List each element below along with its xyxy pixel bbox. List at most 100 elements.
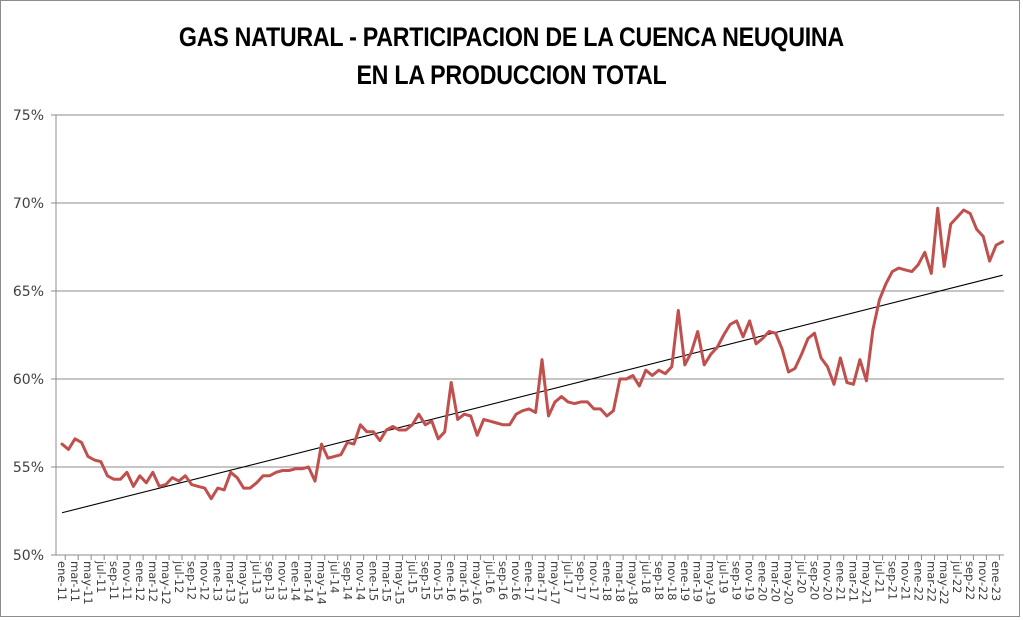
x-tick-label: may-21 [859,561,873,605]
x-tick-label: may-17 [548,561,562,605]
x-tick-label: mar-11 [68,561,82,602]
data-point [138,474,141,477]
x-tick-label: mar-20 [769,561,783,602]
data-point [184,474,187,477]
y-tick-label: 55% [13,460,44,476]
data-point [800,353,803,356]
x-tick-label: mar-17 [535,561,549,602]
x-tick-label: ene-20 [756,561,770,601]
data-point [385,429,388,432]
x-tick-label: sep-19 [730,561,744,600]
x-tick-label: nov-21 [898,561,912,601]
data-point [249,487,252,490]
data-point [515,413,518,416]
data-point [508,423,511,426]
x-tick-label: jul-16 [483,560,497,593]
x-tick-label: mar-16 [457,561,471,602]
x-tick-label: sep-14 [340,561,354,600]
data-point [489,420,492,423]
chart-title: GAS NATURAL - PARTICIPACION DE LA CUENCA… [72,18,952,94]
data-point [677,309,680,312]
x-tick-label: ene-23 [989,561,1003,601]
data-point [61,443,64,446]
data-point [275,471,278,474]
data-point [891,270,894,273]
x-tick-label: ene-11 [55,561,69,601]
x-tick-label: sep-13 [263,561,277,600]
data-point [605,414,608,417]
data-point [437,437,440,440]
data-point [463,413,466,416]
x-tick-label: ene-15 [366,561,380,601]
data-point [774,332,777,335]
data-point [729,323,732,326]
data-point [943,265,946,268]
data-point [80,441,83,444]
data-point [969,212,972,215]
x-tick-label: sep-22 [963,561,977,600]
data-point [716,346,719,349]
data-point [255,481,258,484]
x-tick-label: may-16 [470,561,484,605]
data-point [443,430,446,433]
data-point [391,425,394,428]
data-point [197,485,200,488]
data-point [365,430,368,433]
x-tick-label: sep-11 [107,561,121,600]
data-point [638,385,641,388]
data-point [651,374,654,377]
data-point [73,437,76,440]
x-tick-label: may-18 [626,561,640,605]
y-tick-label: 75% [13,108,44,124]
x-tick-label: ene-17 [522,561,536,601]
data-point [871,328,874,331]
data-point [956,216,959,219]
data-point [819,356,822,359]
data-point [456,418,459,421]
data-point [735,319,738,322]
data-point [923,251,926,254]
data-point [930,272,933,275]
data-point [897,267,900,270]
x-tick-label: jul-19 [717,560,731,593]
x-tick-label: jul-21 [872,560,886,593]
data-point [1001,240,1004,243]
data-point [573,402,576,405]
data-point [125,471,128,474]
y-tick-label: 70% [13,196,44,212]
data-point [696,330,699,333]
data-point [982,235,985,238]
x-tick-label: sep-17 [574,561,588,600]
data-point [132,485,135,488]
data-point [566,400,569,403]
data-point [281,469,284,472]
data-point [781,348,784,351]
data-point [832,383,835,386]
data-point [995,244,998,247]
data-point [359,423,362,426]
data-point [975,228,978,231]
x-tick-label: mar-21 [846,561,860,602]
data-point [320,443,323,446]
data-point [378,439,381,442]
x-tick-label: ene-16 [444,561,458,601]
data-point [541,358,544,361]
data-point [917,263,920,266]
data-point [644,369,647,372]
data-point [145,481,148,484]
x-tick-label: nov-16 [509,561,523,601]
data-point [333,455,336,458]
data-point [294,467,297,470]
data-point [164,483,167,486]
data-point [664,372,667,375]
x-tick-label: may-19 [704,561,718,605]
data-point [112,478,115,481]
x-tick-label: nov-18 [665,561,679,601]
x-tick-label: nov-17 [587,561,601,601]
gridlines [56,114,1004,468]
x-tick-label: jul-12 [172,560,186,593]
x-tick-label: sep-12 [185,561,199,600]
data-point [106,474,109,477]
data-point [742,335,745,338]
x-tick-label: sep-21 [885,561,899,600]
